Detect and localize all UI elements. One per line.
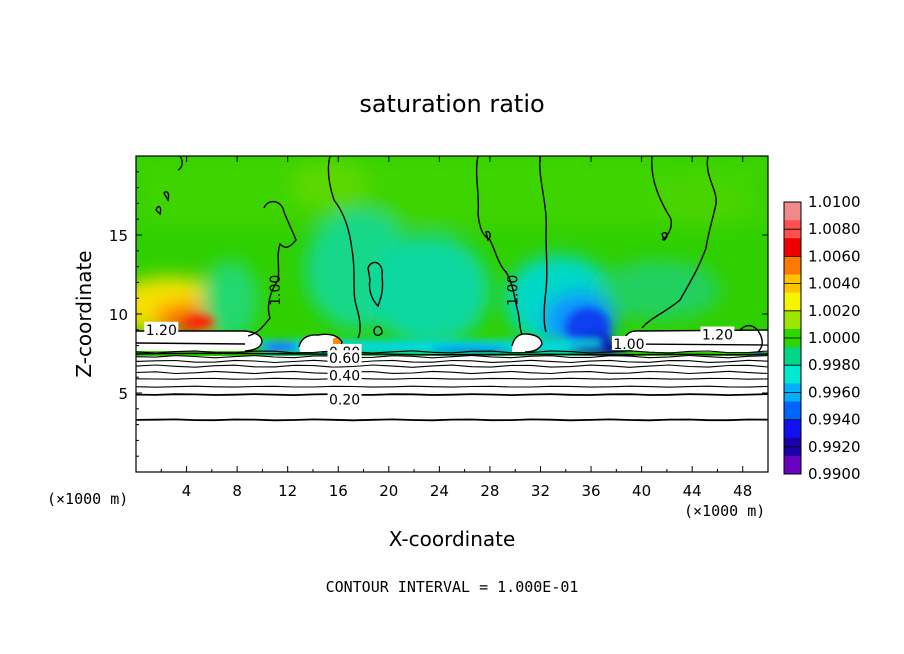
colorbar-label: 1.0080 [808,220,861,238]
x-tick-label: 32 [531,482,550,500]
contour-level-line [136,350,768,354]
plot-area: 1.001.001.201.201.000.800.600.400.20 [136,156,768,472]
y-tick-label: 10 [109,306,128,324]
contour-labels: 1.001.001.201.201.000.800.600.400.20 [144,275,735,408]
colorbar-label: 0.9900 [808,465,861,483]
contour-label: 0.60 [329,351,360,367]
colorbar-label: 0.9960 [808,383,861,401]
contour-level-line [136,354,768,359]
colorbar-swatch [784,310,801,330]
x-units-right: (×1000 m) [684,502,765,520]
contour-label-bg [327,391,362,406]
x-tick-label: 16 [329,482,348,500]
x-axis: 4 8 12 16 20 24 28 32 36 40 44 48 [160,156,752,500]
colorbar-label: 1.0040 [808,275,861,293]
colorbar-swatch [784,202,801,221]
colorbar-swatch [784,256,801,276]
cloud-pocket-2 [512,333,542,352]
lower-blank-region [136,356,768,472]
field-shading [136,156,768,348]
contour-label-bg [327,350,362,365]
y-axis: 5 10 15 [109,171,768,457]
contour-label: 1.20 [146,323,177,339]
contour-level-line [136,359,768,364]
x-tick-label: 24 [430,482,449,500]
contour-label: 1.20 [702,328,733,344]
x-tick-label: 40 [632,482,651,500]
x-tick-label: 48 [733,482,752,500]
x-tick-label: 4 [182,482,192,500]
colorbar-label: 1.0020 [808,302,861,320]
contour-label-bg [327,367,362,382]
contours-upper [155,156,763,353]
contour-level-line [136,393,768,397]
colorbar-label: 0.9980 [808,356,861,374]
colorbar-swatch [784,419,801,439]
x-tick-label: 20 [379,482,398,500]
contour-label: 1.00 [268,275,284,306]
colorbar: 1.0100 1.0080 1.0060 1.0040 1.0020 1.0000 0.99… [783,193,861,483]
right-stable-layer [624,330,768,352]
contour-interval-note: CONTOUR INTERVAL = 1.000E-01 [326,578,579,596]
contour-label-bg [144,321,179,336]
x-tick-label: 8 [232,482,242,500]
colorbar-swatch [784,455,801,475]
contour-label-bg [611,336,646,351]
contour-level-line [136,364,768,368]
colorbar-label: 1.0000 [808,329,861,347]
colorbar-label: 0.9920 [808,438,861,456]
y-axis-title: Z-coordinate [72,250,96,377]
contour-level-line [136,377,768,380]
x-tick-label: 36 [581,482,600,500]
chart-title: saturation ratio [359,90,544,118]
contours-lower [136,350,768,422]
contour-label: 1.00 [506,275,522,306]
contour-label: 0.40 [329,369,360,385]
x-tick-label: 44 [683,482,702,500]
colorbar-swatch [784,347,801,366]
colorbar-swatch [784,365,801,384]
left-stable-layer [136,331,262,351]
x-units-left: (×1000 m) [47,490,128,508]
colorbar-label: 0.9940 [808,411,861,429]
colorbar-label: 1.0100 [808,193,861,211]
y-tick-label: 15 [109,227,128,245]
contour-label: 1.00 [613,337,644,353]
colorbar-swatch [784,292,801,312]
contour-level-line [136,370,768,375]
x-axis-title: X-coordinate [389,527,516,551]
contour-level-line [136,385,768,388]
colorbar-swatch [784,238,801,257]
contour-label-bg [700,326,735,341]
y-tick-label: 5 [118,385,128,403]
colorbar-swatch [784,401,801,421]
x-tick-label: 12 [278,482,297,500]
colorbar-label: 1.0060 [808,247,861,265]
x-tick-label: 28 [480,482,499,500]
contour-label: 0.20 [329,392,360,408]
contour-level-line [136,418,768,422]
